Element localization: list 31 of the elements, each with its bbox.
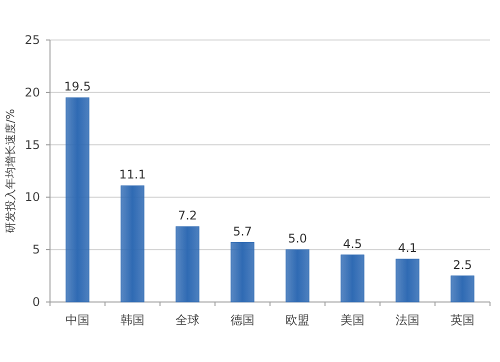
bar [340,254,364,302]
bar [230,242,254,302]
data-label: 19.5 [64,80,91,94]
y-tick-label: 15 [24,138,40,152]
y-tick-label: 10 [24,190,40,204]
data-label: 4.1 [398,241,418,256]
bar [396,258,420,302]
x-tick-label: 德国 [230,313,254,327]
bar [176,226,200,302]
y-tick-label: 5 [32,242,40,257]
data-label: 5.7 [232,224,252,238]
data-label: 11.1 [119,168,146,182]
y-axis-title: 研发投入年均增长速度/% [4,108,17,234]
x-tick-label: 韩国 [120,313,144,327]
data-label: 4.5 [342,236,362,251]
x-tick-label: 美国 [340,313,364,327]
bar [450,276,474,302]
bar [286,249,310,302]
data-label: 5.0 [288,232,308,246]
data-label: 2.5 [452,258,472,272]
x-tick-label: 英国 [450,313,474,327]
x-tick-label: 法国 [396,313,420,327]
y-tick-label: 20 [24,85,40,100]
x-tick-label: 全球 [176,313,200,327]
y-tick-label: 0 [32,295,40,309]
bar [120,185,144,302]
y-tick-label: 25 [24,33,40,47]
bar [66,97,90,302]
x-tick-label: 欧盟 [286,313,310,327]
x-tick-label: 中国 [66,313,90,327]
data-label: 7.2 [178,208,198,223]
